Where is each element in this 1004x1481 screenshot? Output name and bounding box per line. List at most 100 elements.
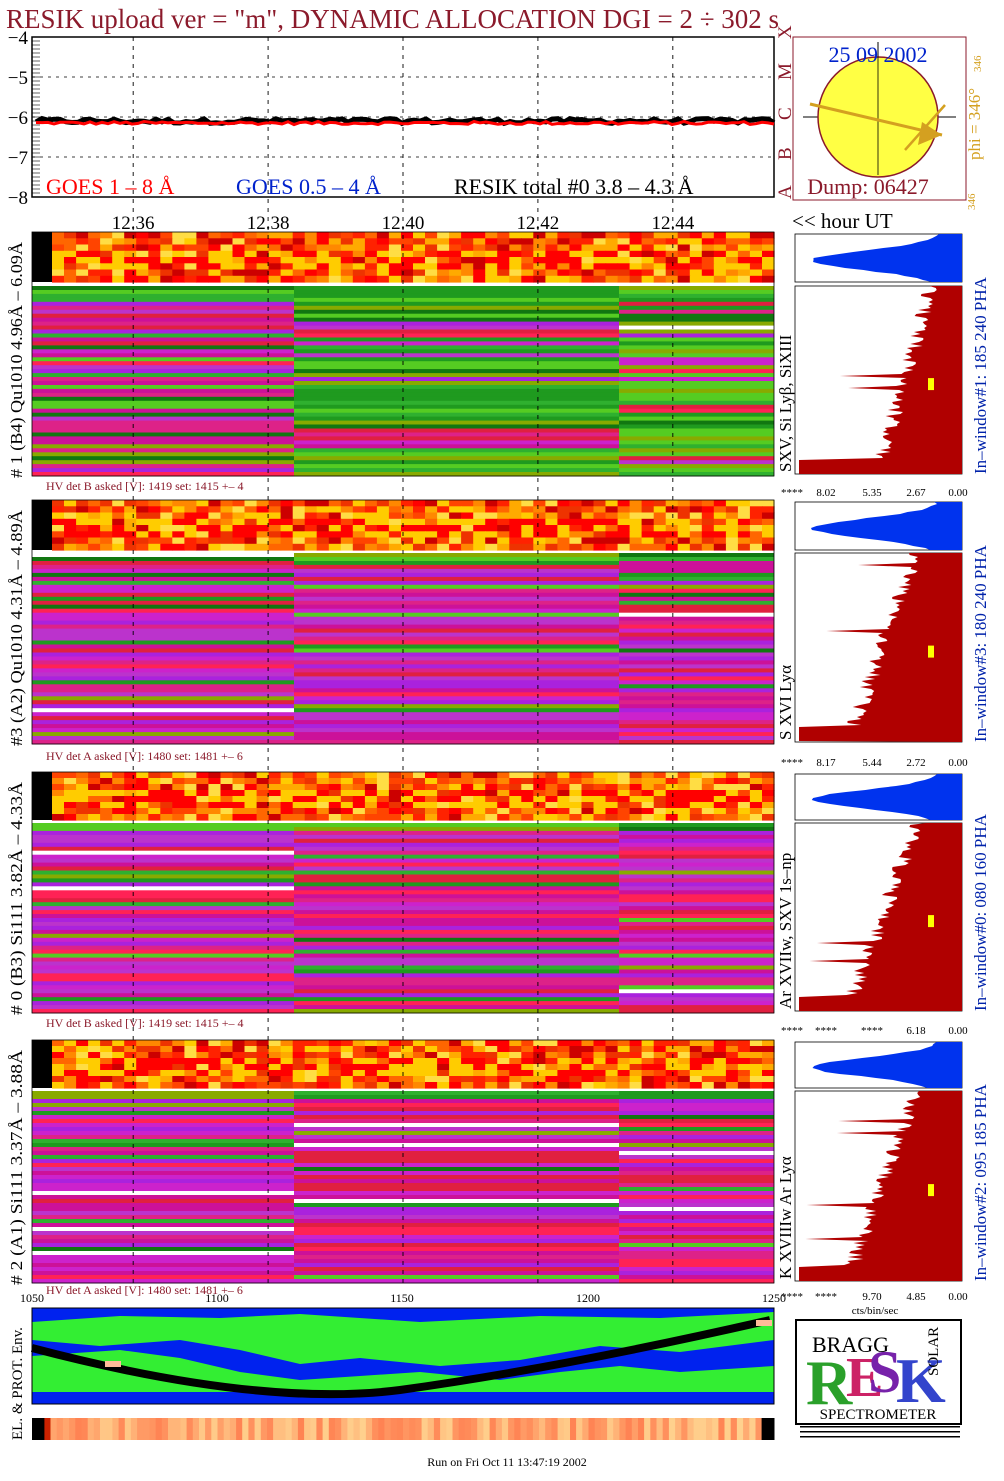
hot-cell <box>232 808 246 815</box>
hot-cell <box>52 512 65 520</box>
hot-cell <box>629 525 643 532</box>
lightcurve-panel: −4−5−6−7−8 GOES 1 – 8 Å GOES 0.5 – 4 Å R… <box>8 25 796 209</box>
hot-cell <box>100 257 113 264</box>
spectrogram-stripe <box>32 1127 294 1132</box>
hot-cell <box>304 244 318 252</box>
spectrogram-stripe <box>294 894 619 899</box>
hot-cell <box>232 796 246 803</box>
hot-cell <box>208 238 221 246</box>
hot-cell <box>677 778 691 785</box>
hot-cell <box>629 778 643 785</box>
hot-cell <box>112 1064 125 1071</box>
hot-cell <box>533 506 546 514</box>
hot-cell <box>413 275 426 283</box>
hot-cell <box>485 784 498 791</box>
spectrogram-stripe <box>32 1103 294 1108</box>
hot-cell <box>88 1070 101 1077</box>
spectrogram-stripe <box>294 1219 619 1224</box>
spectrogram-stripe <box>32 866 294 871</box>
pha-histogram <box>794 773 963 821</box>
hot-cell <box>244 525 258 532</box>
hot-cell <box>52 1082 65 1089</box>
hot-cell <box>232 543 246 551</box>
hot-cell <box>100 500 113 507</box>
spectrogram-stripe <box>294 632 619 638</box>
hot-cell <box>449 1052 462 1059</box>
spectrogram-stripe <box>619 644 774 649</box>
hot-cell <box>160 784 173 791</box>
hot-cell <box>762 250 775 258</box>
hot-cell <box>304 537 318 545</box>
hot-cell <box>148 1058 161 1065</box>
hot-cell <box>689 772 703 779</box>
hot-cell <box>593 269 607 277</box>
spectrogram-stripe <box>619 890 774 895</box>
hot-cell <box>749 525 763 532</box>
hot-cell <box>292 1076 306 1083</box>
spectrogram-stripe <box>294 448 619 453</box>
hot-cell <box>136 537 149 545</box>
spectrogram-stripe <box>619 882 774 887</box>
hot-cell <box>196 263 209 271</box>
spectrogram-stripe <box>32 656 294 661</box>
hot-cell <box>376 772 390 779</box>
hot-cell <box>136 1076 149 1083</box>
hot-cell <box>653 257 667 264</box>
hot-cell <box>304 257 318 264</box>
hot-cell <box>737 257 751 264</box>
hot-cell <box>737 790 751 797</box>
spectrogram-stripe <box>619 456 774 461</box>
hot-cell <box>485 1082 498 1089</box>
env-strip-cell <box>706 1418 713 1440</box>
hot-cell <box>244 1052 258 1059</box>
hot-cell <box>617 506 631 514</box>
spectrogram-stripe <box>294 902 619 907</box>
spectrogram-stripe <box>294 472 619 477</box>
spectrogram-stripe <box>32 561 294 566</box>
hot-cell <box>473 1040 486 1047</box>
hot-cell <box>124 814 137 821</box>
spectrogram-stripe <box>619 460 774 465</box>
hot-cell <box>401 790 414 797</box>
hot-cell <box>268 1046 282 1053</box>
hot-cell <box>413 1082 426 1089</box>
hot-cell <box>184 531 197 539</box>
spectrogram-stripe <box>32 464 294 469</box>
hot-cell <box>52 778 65 785</box>
hot-cell <box>328 784 342 791</box>
spectrogram-stripe <box>294 1099 619 1104</box>
spectrogram-stripe <box>32 305 294 311</box>
hot-cell <box>593 1076 607 1083</box>
hot-cell <box>160 244 173 252</box>
environment-panel: 1050 1100 1150 1200 1250 EL. & PROT. Env. <box>10 1291 786 1440</box>
hot-cell <box>449 1058 462 1065</box>
hot-cell <box>388 772 402 779</box>
hot-cell <box>172 269 185 277</box>
hot-cell <box>352 1076 366 1083</box>
hot-cell <box>629 1082 643 1089</box>
env-strip-cell <box>656 1418 664 1440</box>
scale-tick-label: 5.35 <box>862 487 882 499</box>
spectrogram-stripe <box>619 568 774 574</box>
hot-cell <box>653 238 667 246</box>
hot-cell <box>569 500 582 507</box>
hot-cell <box>725 238 739 246</box>
hot-cell <box>208 506 221 514</box>
spectrogram-stripe <box>294 576 619 582</box>
hot-cell <box>364 1070 378 1077</box>
hot-cell <box>244 802 258 809</box>
hot-cell <box>737 1058 751 1065</box>
time-tick-label: 12.44 <box>651 213 694 234</box>
hot-cell <box>268 537 282 545</box>
hot-cell <box>425 537 438 545</box>
hot-cell <box>124 1082 137 1089</box>
spectrogram-stripe <box>32 1155 294 1160</box>
hot-cell <box>689 263 703 271</box>
hot-cell <box>208 537 221 545</box>
hot-cell <box>340 796 354 803</box>
pha-fill <box>811 502 962 550</box>
hot-cell <box>364 1052 378 1059</box>
hot-cell <box>737 1076 751 1083</box>
logo-spectrometer: SPECTROMETER <box>820 1407 937 1423</box>
scale-tick-label: **** <box>781 757 803 769</box>
